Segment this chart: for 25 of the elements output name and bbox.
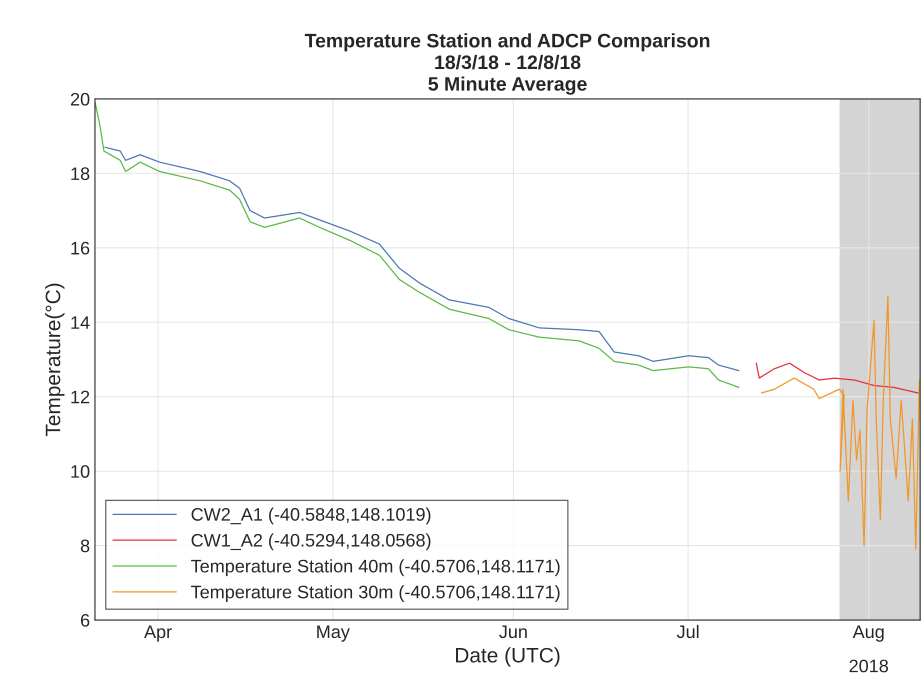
line-series [94, 102, 740, 388]
y-axis-title: Temperature(°C) [45, 284, 64, 436]
x-tick-label: Aug [852, 626, 884, 642]
chart-title: Temperature Station and ADCP Comparison 18/3/18 - 12/8/18 5 Minute Average [304, 33, 710, 95]
y-tick-label: 16 [71, 242, 90, 255]
y-tick-label: 18 [71, 167, 90, 180]
y-tick-label: 12 [71, 390, 90, 404]
x-axis-title: Date (UTC) [456, 647, 560, 667]
x-tick-label: Apr [144, 626, 172, 642]
line-series [104, 146, 740, 372]
x-tick-label: May [317, 626, 350, 642]
y-tick-label: 14 [71, 316, 90, 329]
line-series [760, 296, 920, 550]
legend-label: CW1_A2 (-40.5294,148.0568) [192, 533, 430, 550]
line-series [756, 362, 919, 394]
legend-label: CW2_A1 (-40.5848,148.1019) [192, 508, 430, 524]
legend-label: Temperature Station 30m (-40.5706,148.1171) [191, 585, 560, 602]
y-tick-label: 8 [80, 540, 90, 552]
x-tick-label: Jun [499, 626, 527, 638]
x-tick-label: Jul [676, 624, 698, 638]
y-tick-label: 20 [70, 92, 90, 106]
text: 2018 [850, 660, 888, 672]
y-tick-label: 6 [80, 614, 90, 627]
legend-label: Temperature Station 40m (-40.5706,148.1171) [191, 559, 560, 576]
y-tick-label: 10 [71, 465, 90, 478]
